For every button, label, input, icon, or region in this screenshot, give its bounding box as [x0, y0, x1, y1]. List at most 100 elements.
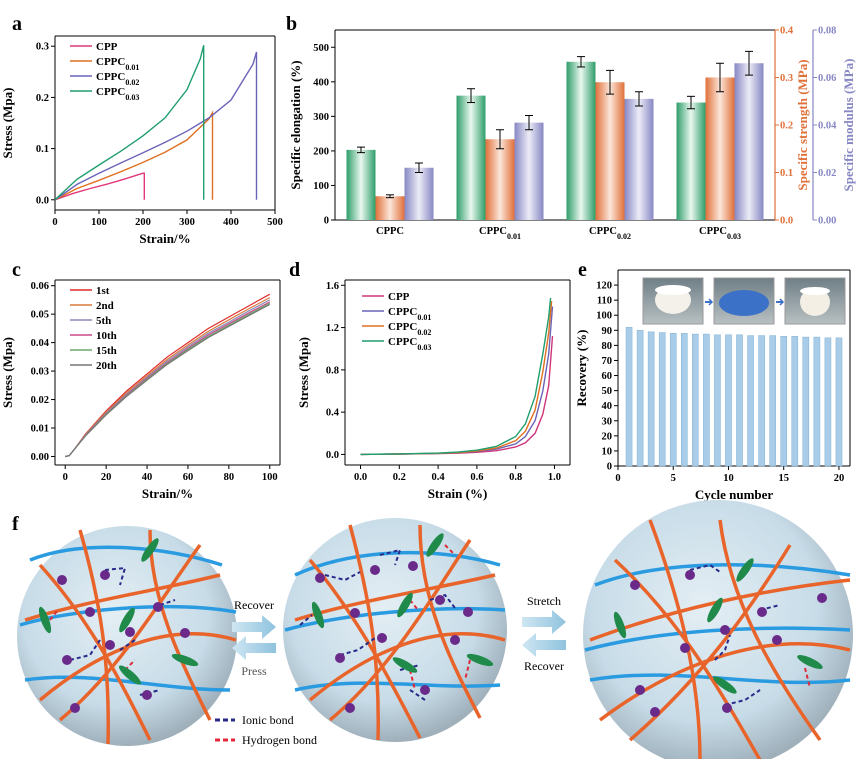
recovery-bar-10	[725, 334, 732, 467]
y-tick-label: 1.2	[326, 323, 339, 334]
legend-label-4: 15th	[96, 345, 117, 357]
x-tick-label: 0.2	[393, 472, 406, 483]
y-axis-title: Stress (Mpa)	[296, 337, 311, 408]
recovery-bar-1	[625, 327, 633, 467]
recovery-bar-20	[835, 337, 843, 467]
panel-letter-c: c	[12, 259, 21, 281]
x-tick-label: 15	[778, 473, 789, 484]
x-tick-label: 0.4	[432, 472, 446, 483]
recovery-bar-12	[747, 335, 754, 467]
y-tick-label: 0	[607, 462, 612, 473]
y-tick-label: 0.0	[36, 195, 49, 206]
network-sphere-right	[583, 500, 853, 764]
x-tick-label: 0	[52, 217, 57, 228]
x-tick-label: 60	[183, 472, 194, 483]
panel-letter-e: e	[578, 259, 587, 281]
x-tick-label: 300	[179, 217, 195, 228]
network-sphere-middle	[283, 518, 507, 742]
y-tick-label: 0.0	[326, 450, 339, 461]
recovery-bar-3	[647, 331, 655, 467]
panel-b-chart: 0 100 200 300 400 500 0.0 0.1 0.2 0.3 0.4 0.00 0.02 0…	[288, 26, 856, 241]
legend-label-0: CPP	[96, 41, 118, 53]
recovery-bar-14	[769, 335, 776, 467]
x-tick-label: 80	[224, 472, 235, 483]
arrow-stretch-right	[522, 610, 566, 634]
category-label-3: CPPC0.03	[699, 226, 741, 241]
x-tick-label: 20	[101, 472, 112, 483]
bar-0-1	[456, 95, 486, 220]
legend-label-2: CPPC0.02	[96, 71, 139, 87]
legend-label-1: CPPC0.01	[96, 56, 139, 72]
right2-tick-label: 0.06	[818, 73, 836, 84]
recovery-bar-15	[780, 336, 788, 467]
y-axis-title-right2: Specific modulus (MPa)	[841, 59, 856, 192]
category-label-1: CPPC0.01	[479, 226, 521, 241]
x-tick-label: 0.8	[509, 472, 522, 483]
legend-hydrogen-bond: Hydrogen bond	[242, 733, 317, 747]
x-tick-label: 0.0	[354, 472, 367, 483]
y-tick-label: 0.00	[31, 452, 49, 463]
x-tick-label: 40	[142, 472, 153, 483]
right2-tick-label: 0.08	[818, 26, 836, 37]
bar-0-3	[676, 102, 706, 220]
legend-ionic-bond: Ionic bond	[242, 713, 294, 727]
y-tick-label: 300	[313, 112, 329, 123]
y-tick-label: 0.1	[36, 144, 49, 155]
x-tick-label: 500	[267, 217, 283, 228]
y-tick-label: 0	[324, 216, 329, 227]
panel-a-chart: 0 100 200 300 400 500 0.0 0.1 0.2 0.3 Strain/% Stre…	[0, 35, 283, 246]
blue-chains	[19, 545, 237, 692]
y-tick-label: 500	[313, 43, 329, 54]
label-recover-left: Recover	[234, 598, 274, 612]
bar-1-3	[705, 77, 735, 220]
orange-chains	[24, 529, 237, 745]
y-tick-label: 70	[602, 356, 613, 367]
legend-label-3: CPPC0.03	[96, 86, 139, 102]
x-tick-label: 400	[223, 217, 239, 228]
legend-label-3: 10th	[96, 330, 117, 342]
y-tick-label: 0.06	[31, 281, 49, 292]
right1-tick-label: 0.3	[780, 73, 793, 84]
legend-label-2: 5th	[96, 315, 111, 327]
panel-letter-f: f	[12, 513, 19, 535]
series-line-3	[360, 297, 552, 456]
y-tick-label: 0.4	[326, 408, 340, 419]
y-axis-title: Stress (Mpa)	[0, 88, 15, 159]
y-tick-label: 50	[602, 386, 613, 397]
right2-tick-label: 0.00	[818, 216, 836, 227]
x-tick-label: 10	[723, 473, 734, 484]
panel-d-chart: 0.0 0.2 0.4 0.6 0.8 1.0 0.0 0.4 0.8 1.2 1.6 Strain …	[296, 279, 571, 501]
series-line-2	[54, 51, 258, 201]
y-tick-label: 0.05	[31, 310, 49, 321]
series-line-0	[360, 335, 554, 456]
label-recover-right: Recover	[524, 659, 564, 673]
arrow-recover-left	[232, 615, 276, 639]
recovery-bar-17	[802, 336, 810, 467]
series-line-0	[54, 172, 146, 201]
recovery-bar-9	[714, 334, 721, 467]
y-tick-label: 40	[602, 401, 613, 412]
legend-label-0: 1st	[96, 285, 110, 297]
right2-tick-label: 0.04	[818, 121, 837, 132]
recovery-bar-18	[813, 336, 821, 467]
x-tick-label: 20	[834, 473, 845, 484]
x-axis-title: Cycle number	[695, 487, 774, 502]
panel-letter-b: b	[286, 13, 297, 35]
recovery-bar-2	[636, 330, 644, 467]
recovery-bar-16	[791, 336, 799, 467]
x-tick-label: 100	[91, 217, 107, 228]
bar-2-0	[404, 167, 434, 220]
right1-tick-label: 0.1	[780, 168, 793, 179]
right1-tick-label: 0.0	[780, 216, 793, 227]
series-line-3	[54, 45, 205, 201]
bar-1-2	[595, 82, 625, 220]
recovery-bar-4	[658, 332, 666, 467]
x-tick-label: 0.6	[470, 472, 483, 483]
legend-label-0: CPP	[388, 291, 410, 303]
recovery-bar-8	[703, 333, 710, 467]
panel-f-schematic: Recover Press Stretch Recover Ionic bond…	[17, 500, 853, 764]
panel-letter-a: a	[12, 13, 22, 35]
x-tick-label: 1.0	[548, 472, 561, 483]
y-tick-label: 0.03	[31, 367, 49, 378]
